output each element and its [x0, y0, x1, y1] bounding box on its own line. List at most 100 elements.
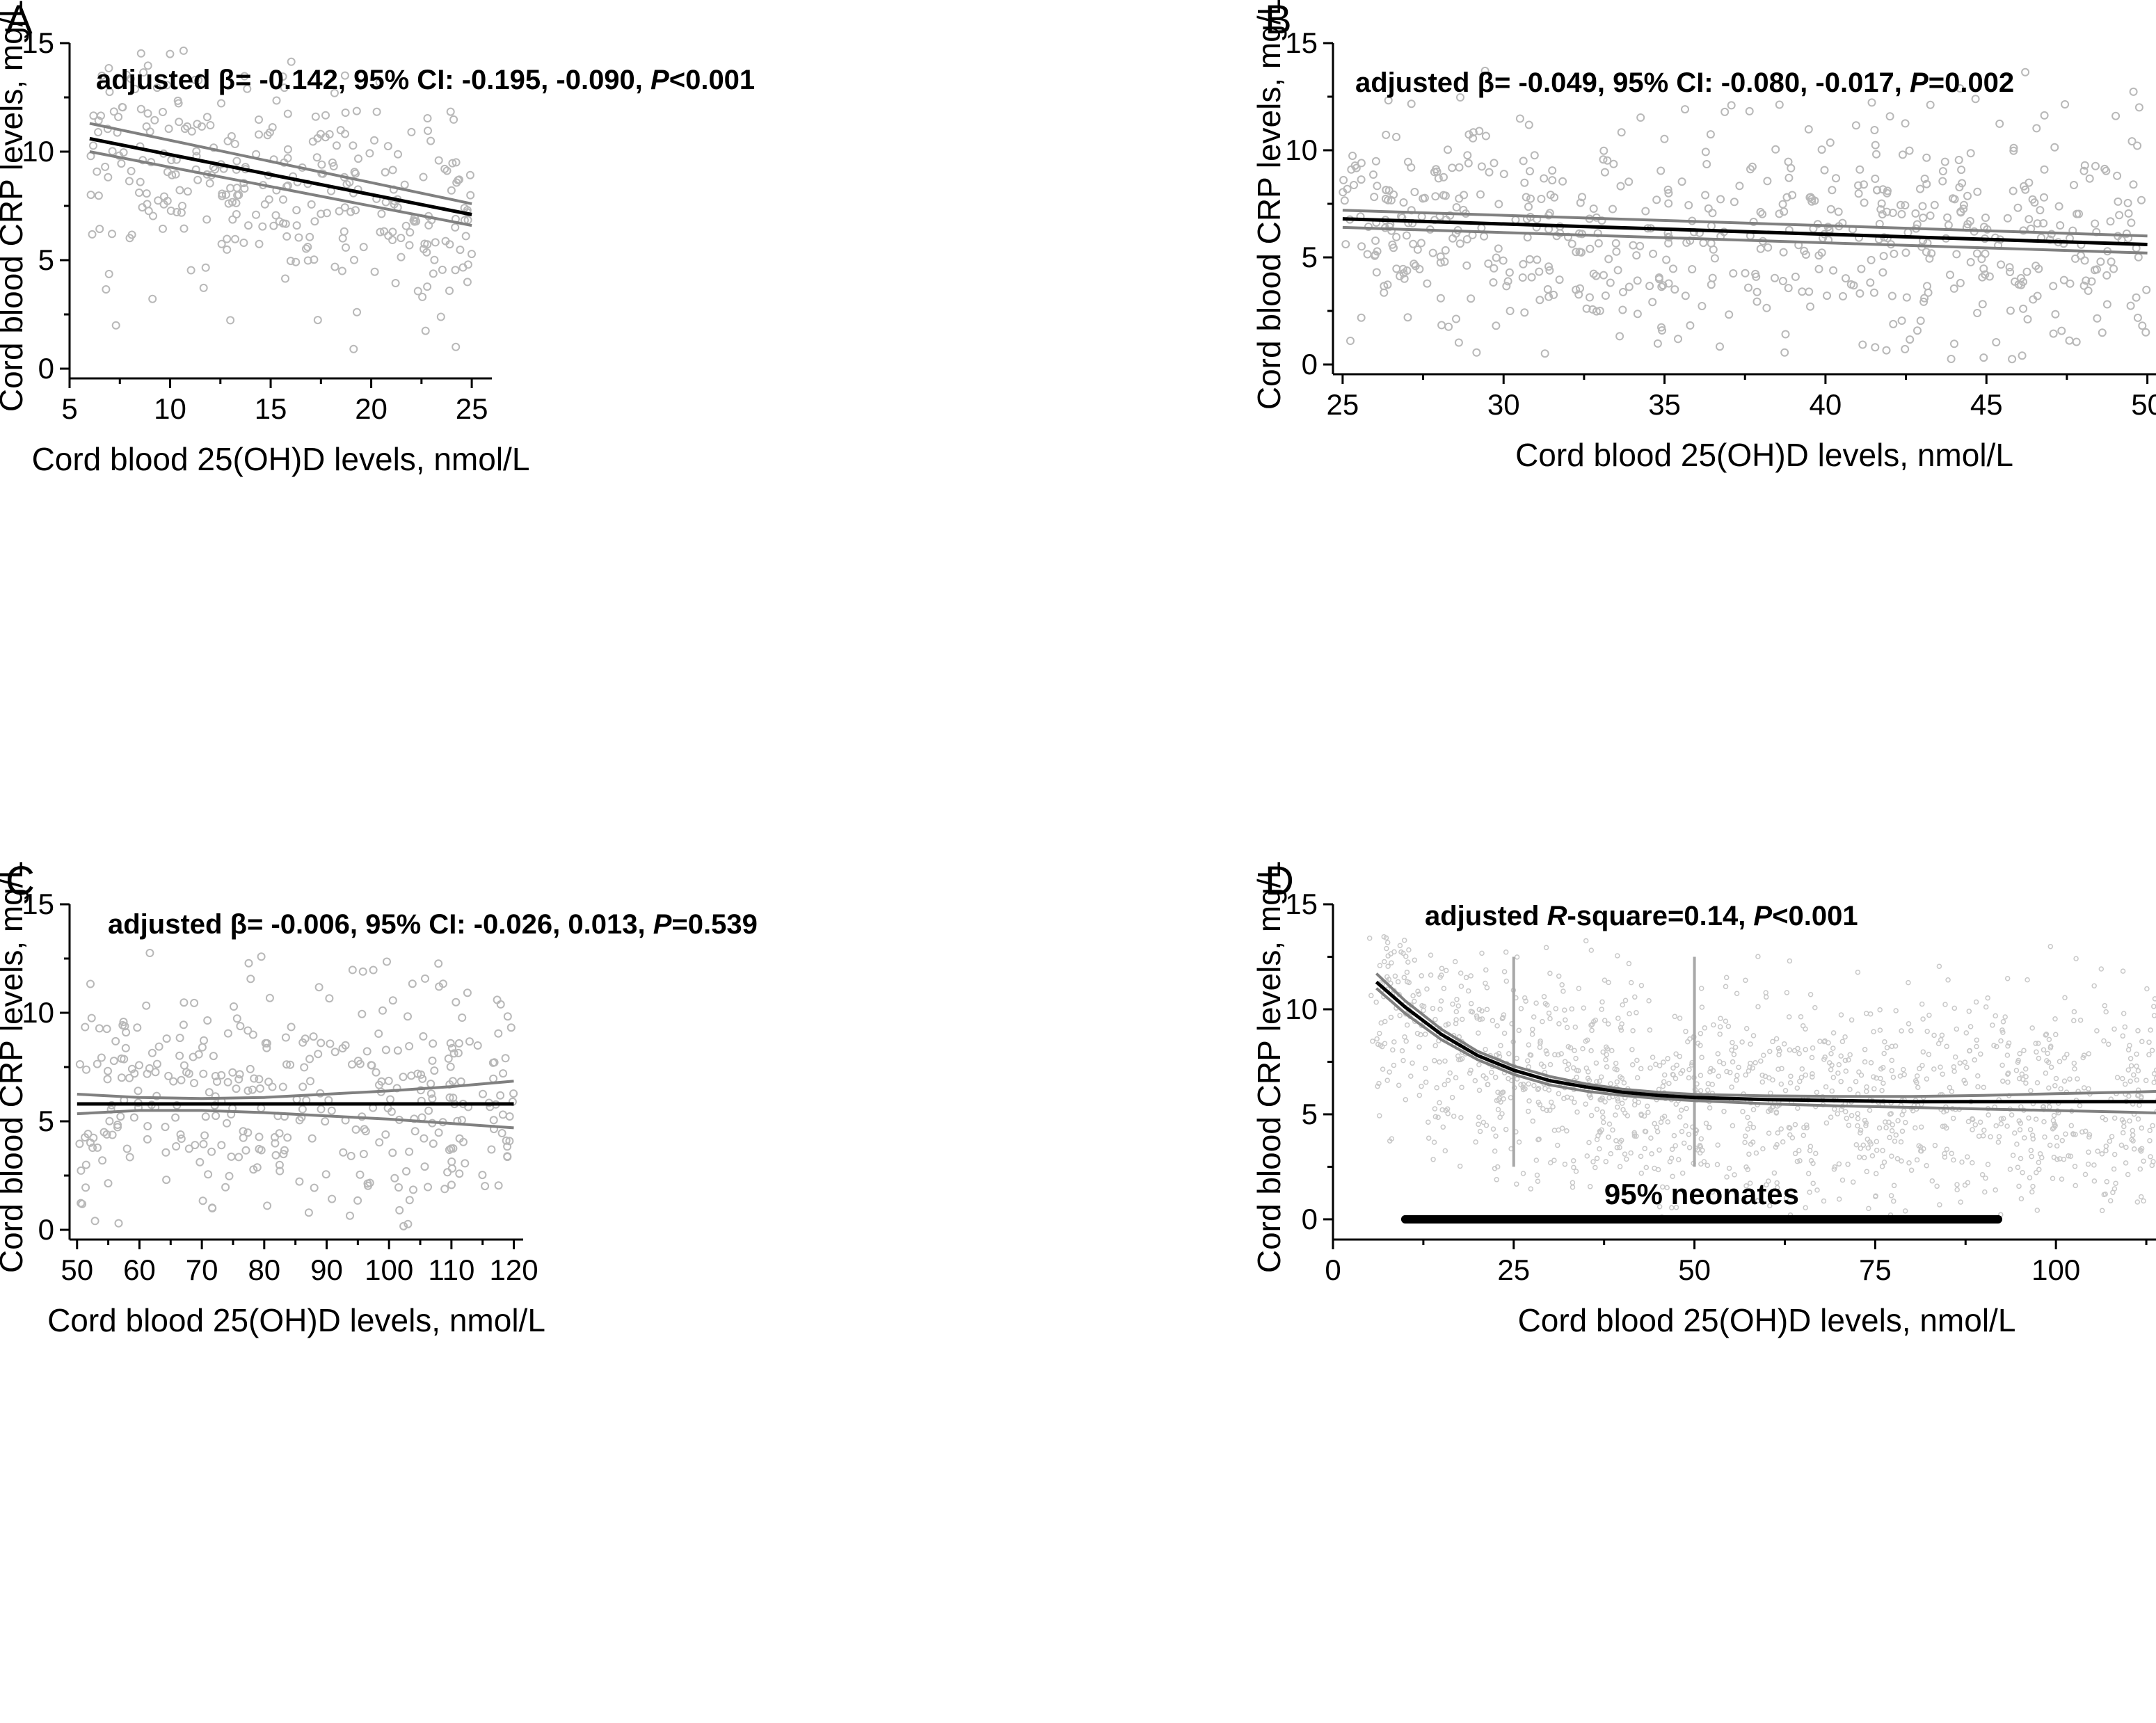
scatter-point — [1836, 1161, 1842, 1167]
scatter-point — [2021, 67, 2030, 77]
scatter-point — [1853, 1079, 1859, 1084]
scatter-point — [1543, 945, 1549, 950]
scatter-point — [454, 1048, 463, 1057]
scatter-point — [1995, 119, 2004, 128]
scatter-point — [1468, 1000, 1474, 1007]
scatter-point — [239, 1127, 248, 1136]
scatter-point — [2062, 995, 2068, 1001]
scatter-point — [420, 245, 428, 253]
scatter-point — [1572, 1048, 1577, 1053]
scatter-point — [1777, 1048, 1782, 1054]
scatter-point — [1866, 1205, 1871, 1212]
scatter-point — [1866, 278, 1875, 287]
scatter-point — [1569, 1095, 1574, 1101]
scatter-point — [1848, 1112, 1855, 1119]
scatter-point — [292, 206, 301, 215]
scatter-point — [1917, 1066, 1922, 1072]
scatter-point — [263, 1201, 272, 1210]
scatter-point — [1821, 1057, 1827, 1062]
scatter-point — [1673, 1051, 1679, 1057]
scatter-point — [1810, 1071, 1815, 1077]
scatter-point — [1511, 216, 1520, 225]
scatter-point — [1762, 303, 1771, 312]
scatter-point — [2061, 1055, 2068, 1061]
scatter-point — [341, 1041, 350, 1050]
scatter-point — [1467, 1071, 1473, 1076]
scatter-point — [1527, 1052, 1533, 1058]
scatter-point — [455, 175, 463, 184]
scatter-point — [1845, 1162, 1851, 1167]
scatter-point — [1702, 1025, 1708, 1031]
scatter-point — [2057, 326, 2066, 335]
scatter-point — [1463, 151, 1472, 160]
scatter-point — [1886, 1119, 1892, 1125]
scatter-point — [405, 1196, 414, 1205]
scatter-point — [455, 1134, 464, 1143]
scatter-point — [393, 1046, 402, 1055]
scatter-point — [2087, 277, 2096, 286]
scatter-point — [1409, 239, 1418, 248]
scatter-point — [1563, 1017, 1568, 1023]
scatter-point — [180, 125, 189, 134]
scatter-point — [268, 1082, 277, 1091]
scatter-point — [177, 1075, 186, 1084]
scatter-point — [381, 168, 390, 177]
scatter-point — [2127, 1078, 2133, 1084]
scatter-point — [1832, 1164, 1838, 1170]
scatter-point — [255, 115, 263, 124]
scatter-point — [1855, 969, 1861, 975]
x-tick-label: 40 — [1810, 388, 1842, 421]
scatter-point — [2124, 209, 2133, 218]
scatter-point — [2047, 1142, 2053, 1148]
scatter-point — [2045, 1050, 2050, 1057]
scatter-point — [1483, 1123, 1490, 1128]
scatter-point — [1985, 1162, 1991, 1167]
scatter-point — [1812, 1004, 1818, 1011]
scatter-point — [1942, 1002, 1948, 1007]
scatter-point — [2050, 1126, 2056, 1132]
scatter-point — [1839, 1177, 1846, 1183]
scatter-point — [1858, 340, 1867, 349]
scatter-point — [166, 207, 175, 215]
ci-lower-line-b — [1342, 225, 2148, 255]
scatter-point — [1608, 1081, 1613, 1087]
x-tick-label: 75 — [1859, 1253, 1892, 1286]
scatter-point — [2138, 321, 2147, 330]
scatter-point — [2071, 1018, 2077, 1024]
scatter-point — [452, 342, 461, 351]
scatter-point — [1920, 294, 1929, 303]
scatter-point — [1384, 940, 1391, 945]
scatter-point — [287, 57, 296, 66]
scatter-point — [2131, 1146, 2137, 1152]
scatter-point — [151, 1068, 160, 1077]
scatter-point — [305, 1055, 314, 1064]
scatter-point — [1525, 1058, 1531, 1064]
scatter-point — [2129, 87, 2138, 96]
ci-lower-line-a — [89, 150, 472, 227]
scatter-point — [1743, 1025, 1750, 1032]
scatter-point — [1389, 960, 1394, 965]
scatter-point — [2104, 1179, 2110, 1185]
scatter-point — [2041, 1104, 2046, 1109]
scatter-point — [1506, 1051, 1512, 1057]
scatter-point — [2137, 1166, 2143, 1172]
scatter-point — [104, 1179, 113, 1188]
scatter-point — [1592, 1017, 1599, 1023]
scatter-point — [2126, 301, 2135, 310]
scatter-point — [269, 221, 278, 230]
scatter-point — [217, 1071, 226, 1080]
scatter-point — [1533, 1000, 1539, 1006]
scatter-point — [77, 1166, 86, 1175]
scatter-point — [1624, 177, 1634, 186]
scatter-point — [1594, 1155, 1600, 1162]
scatter-point — [1807, 1189, 1812, 1195]
scatter-point — [494, 1181, 503, 1190]
scatter-point — [1842, 274, 1850, 283]
panel-b: B 0 5 10 15 25 30 35 40 45 50 Cord blood 25(OH)D le… — [1113, 0, 2156, 856]
scatter-point — [426, 1089, 436, 1098]
scatter-point — [1817, 1039, 1823, 1044]
scatter-point — [1391, 1062, 1397, 1068]
scatter-point — [1883, 1119, 1888, 1125]
scatter-point — [1721, 1109, 1727, 1114]
